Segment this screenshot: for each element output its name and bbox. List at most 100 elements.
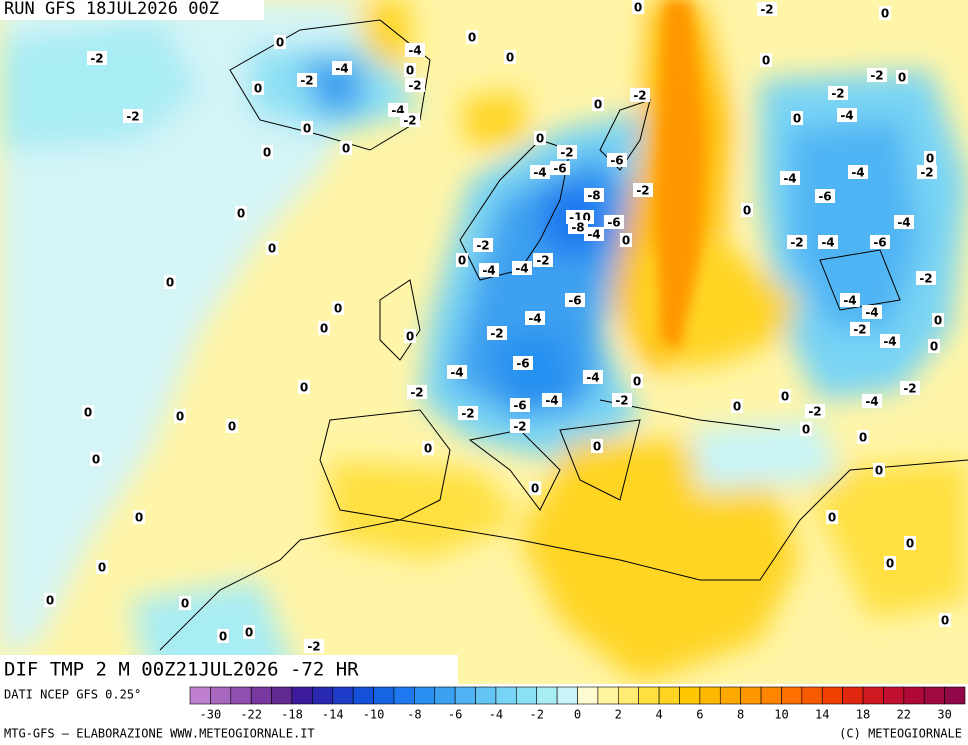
colorbar-swatch — [271, 686, 293, 705]
map-label-box — [870, 235, 890, 249]
map-label-box — [530, 165, 550, 179]
map-title: DIF TMP 2 M 00Z21JUL2026 -72 HR — [4, 659, 359, 681]
map-label: 0 — [536, 132, 544, 146]
map-label-box — [631, 374, 643, 388]
colorbar-swatch — [719, 686, 741, 705]
map-label-box — [513, 356, 533, 370]
map-label-box — [592, 97, 604, 111]
colorbar-label: 6 — [696, 708, 703, 722]
map-label: -6 — [513, 399, 526, 413]
map-label: 0 — [268, 242, 276, 256]
map-label-box — [924, 151, 936, 165]
map-label-box — [533, 253, 553, 267]
map-label: -2 — [790, 236, 803, 250]
map-label: -2 — [461, 407, 474, 421]
map-label-box — [867, 68, 887, 82]
map-label: -4 — [851, 166, 864, 180]
map-label: -4 — [587, 228, 600, 242]
footer-right: (C) METEOGIORNALE — [839, 727, 962, 741]
map-label-box — [487, 326, 507, 340]
map-label: -2 — [476, 239, 489, 253]
map-label-box — [274, 35, 286, 49]
colorbar-swatch — [577, 686, 599, 705]
map-label-box — [542, 393, 562, 407]
map-label: 0 — [743, 204, 751, 218]
title-box — [0, 655, 458, 684]
map-label-box — [179, 596, 191, 610]
map-label: 0 — [458, 254, 466, 268]
colorbar-label: 18 — [856, 708, 870, 722]
map-label: 0 — [622, 234, 630, 248]
colorbar-swatch — [189, 686, 211, 705]
footer-left: MTG-GFS – ELABORAZIONE WWW.METEOGIORNALE… — [4, 727, 315, 741]
map-label-box — [818, 235, 838, 249]
map-label-box — [456, 253, 468, 267]
map-label-box — [510, 419, 530, 433]
map-label: 0 — [254, 82, 262, 96]
colorbar-label: 14 — [815, 708, 829, 722]
colorbar-swatch — [617, 686, 639, 705]
map-label: 0 — [468, 31, 476, 45]
map-label-box — [633, 183, 653, 197]
map-label: 0 — [276, 36, 284, 50]
map-label-box — [96, 560, 108, 574]
map-label-box — [340, 141, 352, 155]
map-label-box — [301, 121, 313, 135]
map-label: -2 — [903, 382, 916, 396]
map-label-box — [896, 70, 908, 84]
map-label-box — [164, 275, 176, 289]
map-label: 0 — [228, 420, 236, 434]
map-label-box — [82, 405, 94, 419]
colorbar-swatch — [210, 686, 232, 705]
map-label-box — [880, 334, 900, 348]
map-label-box — [568, 220, 588, 234]
map-label: -2 — [870, 69, 883, 83]
map-label-box — [405, 78, 425, 92]
map-label: -2 — [615, 394, 628, 408]
colorbar-swatch — [332, 686, 354, 705]
map-label: 0 — [594, 98, 602, 112]
map-label-box — [620, 233, 632, 247]
colorbar-swatch — [495, 686, 517, 705]
map-label: -2 — [808, 405, 821, 419]
map-label: -2 — [831, 87, 844, 101]
map-label: 0 — [84, 406, 92, 420]
colorbar-label: 22 — [897, 708, 911, 722]
colorbar-swatch — [250, 686, 272, 705]
map-label-box — [447, 365, 467, 379]
map-label: 0 — [406, 64, 414, 78]
map-label-box — [828, 86, 848, 100]
colorbar-swatch — [903, 686, 925, 705]
map-label: 0 — [334, 302, 342, 316]
map-label-box — [780, 171, 800, 185]
colorbar-swatch — [434, 686, 456, 705]
map-label: -2 — [636, 184, 649, 198]
map-label: 0 — [886, 557, 894, 571]
colorbar-label: -2 — [529, 708, 543, 722]
map-label-box — [757, 2, 777, 16]
map-label-box — [873, 463, 885, 477]
colorbar-swatch — [862, 686, 884, 705]
map-label: 0 — [906, 537, 914, 551]
map-label: -4 — [515, 262, 528, 276]
map-label: 0 — [828, 511, 836, 525]
map-label-box — [565, 293, 585, 307]
map-label: -2 — [410, 386, 423, 400]
map-label: 0 — [802, 423, 810, 437]
map-label-box — [332, 61, 352, 75]
colorbar-swatch — [597, 686, 619, 705]
map-label-box — [884, 556, 896, 570]
map-label: 0 — [320, 322, 328, 336]
colorbar-swatch — [658, 686, 680, 705]
colorbar-swatch — [312, 686, 334, 705]
colorbar-label: -22 — [240, 708, 262, 722]
map-label-box — [304, 639, 324, 653]
map-label: -6 — [516, 357, 529, 371]
map-label: -2 — [126, 110, 139, 124]
coastlines — [159, 19, 968, 651]
map-label-box — [805, 404, 825, 418]
map-label: 0 — [263, 146, 271, 160]
colorbar-swatch — [760, 686, 782, 705]
